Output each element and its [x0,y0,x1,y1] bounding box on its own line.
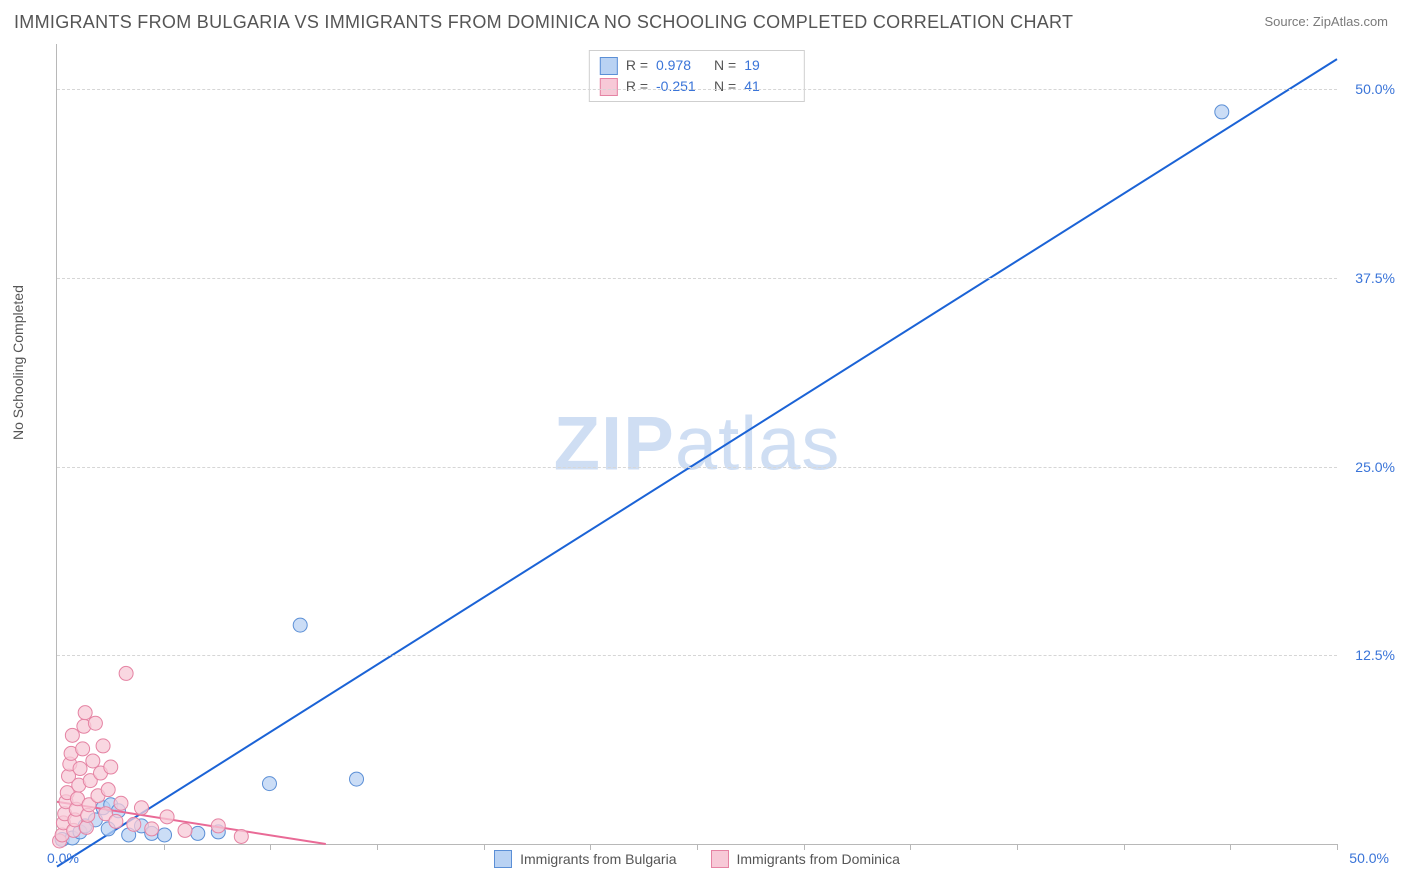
data-point [104,760,118,774]
data-point [134,801,148,815]
legend-item: Immigrants from Bulgaria [494,850,676,868]
series-legend: Immigrants from Bulgaria Immigrants from … [57,850,1337,868]
x-tick-mark [164,844,165,850]
gridline-horizontal [57,278,1337,279]
legend-label: Immigrants from Dominica [737,851,900,867]
data-point [65,728,79,742]
data-point [160,810,174,824]
x-tick-mark [270,844,271,850]
data-point [114,796,128,810]
data-point [109,814,123,828]
legend-label: Immigrants from Bulgaria [520,851,676,867]
x-tick-mark [1337,844,1338,850]
y-axis-label: No Schooling Completed [10,285,26,440]
data-point [158,828,172,842]
plot-area: ZIPatlas R = 0.978N =19R =-0.251N =41 0.… [56,44,1337,845]
gridline-horizontal [57,467,1337,468]
data-point [1215,105,1229,119]
data-point [191,826,205,840]
data-point [86,754,100,768]
trend-line [57,59,1337,867]
x-tick-mark [804,844,805,850]
data-point [78,706,92,720]
x-tick-mark [590,844,591,850]
x-tick-mark [1230,844,1231,850]
data-point [145,822,159,836]
data-point [127,817,141,831]
data-point [88,716,102,730]
data-point [96,739,110,753]
x-tick-mark [484,844,485,850]
gridline-horizontal [57,89,1337,90]
y-tick-label: 50.0% [1355,81,1395,97]
x-axis-max-label: 50.0% [1349,850,1389,866]
legend-item: Immigrants from Dominica [711,850,900,868]
data-point [211,819,225,833]
x-tick-mark [697,844,698,850]
data-point [178,823,192,837]
data-point [101,783,115,797]
y-tick-label: 25.0% [1355,459,1395,475]
source-attribution: Source: ZipAtlas.com [1264,14,1388,29]
y-tick-label: 12.5% [1355,647,1395,663]
data-point [234,829,248,843]
scatter-plot-svg [57,44,1337,844]
legend-swatch [711,850,729,868]
data-point [73,762,87,776]
x-tick-mark [377,844,378,850]
data-point [293,618,307,632]
y-tick-label: 37.5% [1355,270,1395,286]
legend-swatch [494,850,512,868]
chart-title: IMMIGRANTS FROM BULGARIA VS IMMIGRANTS F… [14,12,1073,33]
x-tick-mark [1017,844,1018,850]
data-point [76,742,90,756]
x-tick-mark [1124,844,1125,850]
x-tick-mark [910,844,911,850]
data-point [350,772,364,786]
data-point [262,777,276,791]
gridline-horizontal [57,655,1337,656]
data-point [119,666,133,680]
